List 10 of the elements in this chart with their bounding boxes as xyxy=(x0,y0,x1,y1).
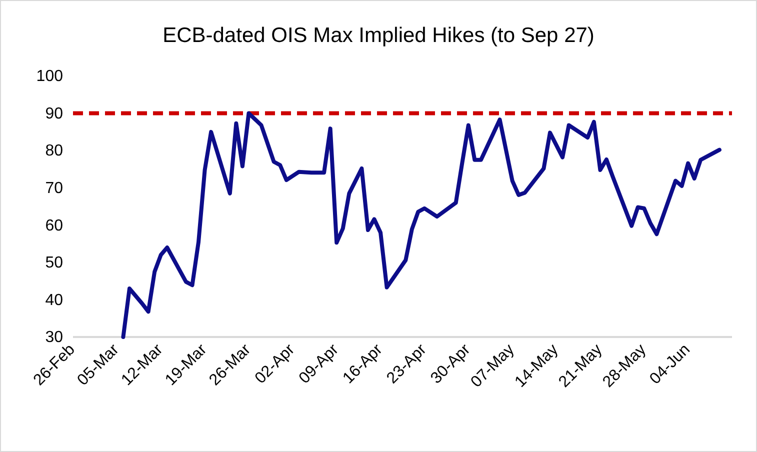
y-tick-label: 60 xyxy=(45,217,64,234)
chart-title: ECB-dated OIS Max Implied Hikes (to Sep 27) xyxy=(162,24,594,47)
y-tick-label: 40 xyxy=(45,292,64,309)
y-tick-label: 100 xyxy=(36,68,64,86)
y-tick-label: 90 xyxy=(45,105,64,122)
y-tick-label: 50 xyxy=(45,254,64,272)
y-tick-label: 70 xyxy=(45,180,64,197)
line-series xyxy=(121,111,722,339)
y-tick-label: 30 xyxy=(45,329,64,346)
y-tick-label: 80 xyxy=(45,142,64,160)
